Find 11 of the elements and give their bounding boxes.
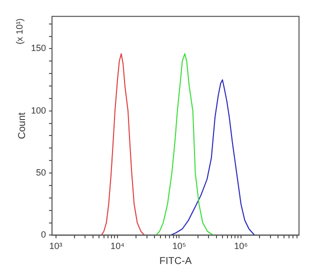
- y-axis-title: Count: [16, 112, 28, 140]
- y-tick-label: 100: [30, 105, 46, 116]
- y-tick-label: 150: [30, 43, 46, 54]
- x-tick-label: 10⁵: [172, 241, 186, 252]
- y-tick-label: 0: [41, 230, 46, 240]
- x-axis-title: FITC-A: [159, 256, 192, 267]
- text: (x 10¹): [14, 18, 24, 44]
- x-tick-label: 10³: [49, 241, 62, 252]
- x-tick-label: 10⁶: [234, 241, 248, 252]
- y-tick-label: 50: [36, 168, 46, 178]
- x-tick-label: 10⁴: [110, 241, 125, 252]
